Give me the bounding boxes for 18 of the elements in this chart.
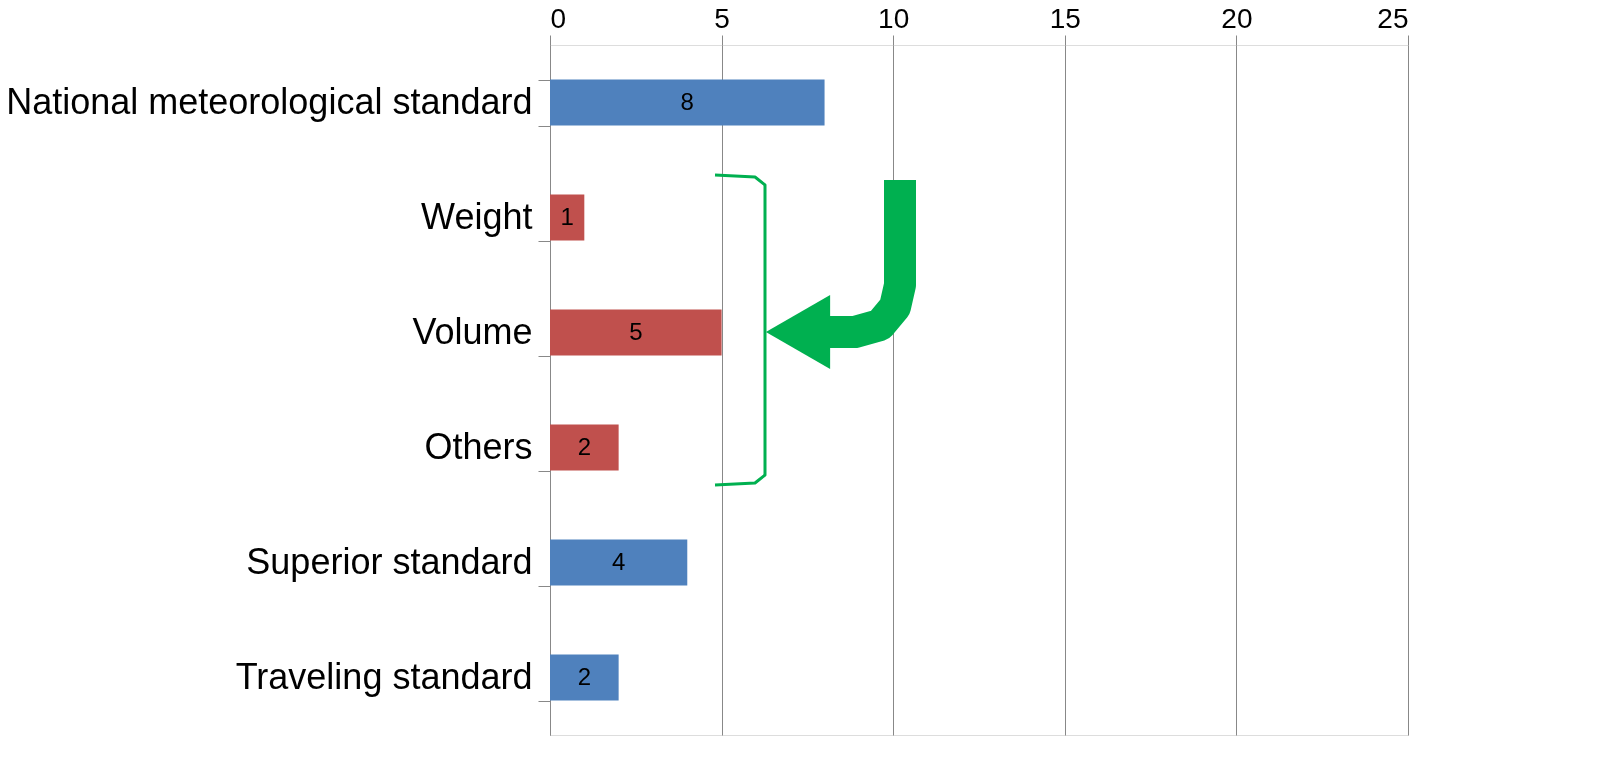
y-tick-label: National meteorological standard (6, 81, 533, 122)
x-tick-label: 5 (714, 2, 730, 34)
data-label: 2 (577, 432, 591, 460)
y-tick-label: Traveling standard (235, 656, 533, 697)
x-tick-label: 10 (878, 2, 910, 34)
x-tick-label: 25 (1377, 2, 1409, 34)
y-tick-label: Superior standard (246, 541, 533, 582)
x-tick-label: 15 (1049, 2, 1081, 34)
data-label: 8 (680, 87, 694, 115)
x-tick-label: 20 (1221, 2, 1253, 34)
data-label: 1 (560, 202, 574, 230)
y-tick-label: Weight (421, 196, 533, 237)
y-tick-label: Volume (412, 311, 533, 352)
y-tick-label: Others (424, 426, 533, 467)
data-label: 4 (611, 547, 626, 575)
data-label: 5 (629, 317, 643, 345)
data-label: 2 (577, 662, 591, 690)
x-tick-label: 0 (550, 2, 567, 34)
